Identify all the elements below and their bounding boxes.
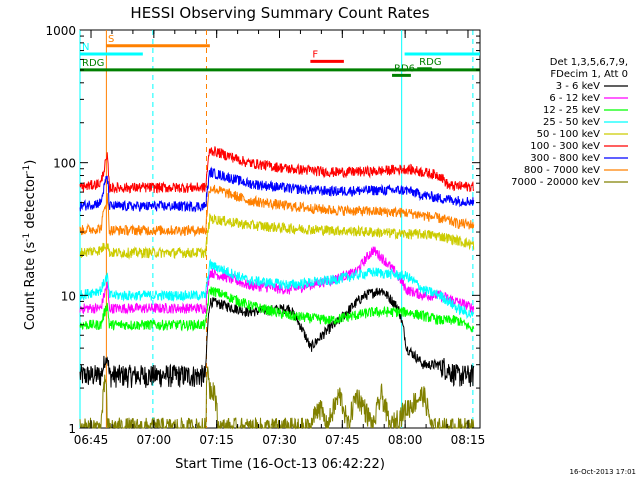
y-label-part: Count Rate (s (23, 242, 38, 331)
flag-label: F (312, 49, 318, 60)
legend-label: 7000 - 20000 keV (511, 177, 600, 188)
legend-label: 800 - 7000 keV (524, 165, 600, 176)
legend-label: 300 - 800 keV (530, 153, 600, 164)
legend-label: 6 - 12 keV (549, 93, 600, 104)
legend-header: Det 1,3,5,6,7,9, (550, 57, 628, 68)
legend-header: FDecim 1, Att 0 (550, 69, 628, 80)
series-line (79, 213, 475, 260)
flag-label: RDG (82, 58, 104, 69)
x-tick-label: 07:30 (262, 433, 297, 447)
series-line (79, 287, 475, 388)
flag-label: N (82, 42, 89, 53)
flag-label: RDG (419, 57, 441, 68)
chart-title: HESSI Observing Summary Count Rates (130, 4, 429, 22)
x-axis-label: Start Time (16-Oct-13 06:42:22) (175, 457, 385, 472)
y-label-part: ) (23, 160, 38, 165)
x-tick-label: 07:15 (199, 433, 234, 447)
x-tick-label: 08:15 (451, 433, 486, 447)
series-line (79, 366, 475, 430)
series-line (79, 258, 475, 320)
y-tick-label: 1000 (45, 24, 76, 38)
series-line (79, 246, 475, 315)
series-line (79, 286, 475, 333)
legend-label: 3 - 6 keV (556, 81, 600, 92)
series-line (79, 146, 475, 194)
y-label-sup: -1 (22, 233, 32, 242)
series-line (79, 166, 475, 213)
x-tick-label: 07:00 (137, 433, 172, 447)
legend-label: 100 - 300 keV (530, 141, 600, 152)
x-tick-label: 06:45 (74, 433, 109, 447)
flag-bars: S N F RDG RD6 RDG (80, 34, 480, 77)
legend-label: 50 - 100 keV (537, 129, 601, 140)
series-lines (79, 146, 475, 430)
legend-label: 12 - 25 keV (543, 105, 600, 116)
y-tick-label: 1 (68, 422, 76, 436)
y-label-part: detector (23, 173, 38, 233)
x-tick-label: 08:00 (388, 433, 423, 447)
y-tick-label: 10 (61, 289, 76, 303)
x-tick-label: 07:45 (325, 433, 360, 447)
legend-label: 25 - 50 keV (543, 117, 600, 128)
legend: Det 1,3,5,6,7,9,FDecim 1, Att 03 - 6 keV… (511, 57, 628, 188)
y-axis-label: Count Rate (s-1 detector-1) (22, 160, 38, 331)
y-label-sup: -1 (22, 165, 32, 174)
axes: 06:45 07:00 07:15 07:30 07:45 08:00 08:15 1 10 10… (45, 24, 485, 447)
series-line (79, 184, 475, 238)
flag-label: RD6 (394, 63, 415, 74)
footer-timestamp: 16-Oct-2013 17:01 (570, 468, 636, 476)
y-tick-label: 100 (53, 157, 76, 171)
flag-label: S (108, 34, 114, 45)
